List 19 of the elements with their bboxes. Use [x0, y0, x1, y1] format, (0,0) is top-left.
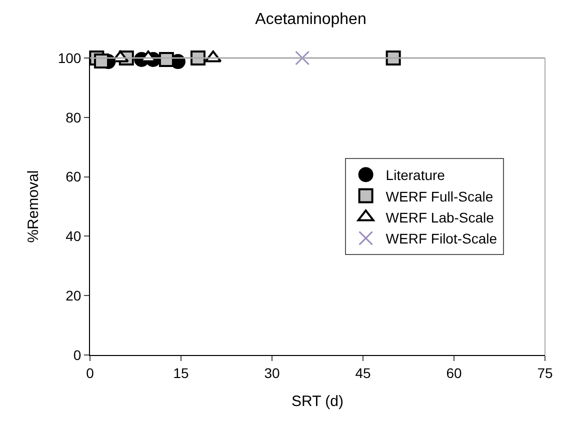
legend-label: WERF Lab-Scale	[386, 209, 494, 226]
y-tick-label: 60	[66, 168, 82, 185]
legend-label: WERF Full-Scale	[386, 188, 494, 204]
y-tick-label: 0	[73, 346, 82, 363]
chart-title: Acetaminophen	[255, 11, 366, 28]
x-tick-label: 0	[86, 364, 94, 381]
x-tick-label: 75	[537, 364, 553, 381]
x-tick-label: 45	[355, 364, 371, 381]
legend-label: WERF Filot-Scale	[386, 230, 498, 247]
y-axis-title: %Removal	[25, 170, 42, 243]
y-tick-label: 40	[66, 228, 82, 244]
y-tick-label: 80	[66, 109, 82, 126]
legend-label: Literature	[386, 167, 446, 184]
x-tick-label: 15	[173, 364, 189, 381]
y-tick-label: 20	[66, 288, 82, 304]
y-tick-label: 100	[58, 50, 82, 66]
x-axis-title: SRT (d)	[292, 392, 344, 410]
x-tick-label: 60	[446, 364, 462, 381]
x-tick-label: 30	[264, 364, 280, 381]
